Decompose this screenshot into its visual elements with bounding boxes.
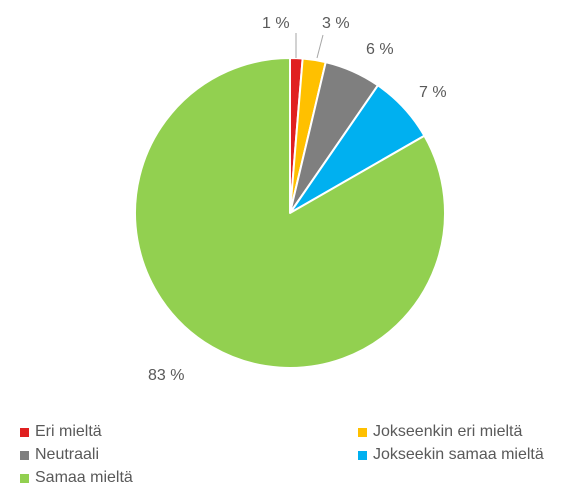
legend-swatch-neutraali: [20, 450, 29, 460]
pie-slice-samaa-mielta: [134, 57, 446, 369]
data-label-jokseenkin-eri-mielta: 3 %: [322, 15, 350, 32]
leader-line-jokseenkin-eri-mielta: [316, 34, 324, 59]
legend-item-neutraali: Neutraali: [20, 445, 99, 465]
legend-label-samaa-mielta: Samaa mieltä: [35, 469, 133, 486]
legend-swatch-jokseekin-samaa-mielta: [358, 450, 367, 460]
data-label-eri-mielta: 1 %: [262, 15, 290, 32]
chart-legend: Eri mieltä Jokseenkin eri mieltä Neutraa…: [0, 418, 578, 491]
legend-swatch-eri-mielta: [20, 427, 29, 437]
legend-item-eri-mielta: Eri mieltä: [20, 422, 102, 442]
legend-item-samaa-mielta: Samaa mieltä: [20, 468, 133, 488]
legend-item-jokseekin-samaa-mielta: Jokseekin samaa mieltä: [358, 445, 544, 465]
legend-swatch-samaa-mielta: [20, 473, 29, 483]
legend-label-eri-mielta: Eri mieltä: [35, 423, 102, 440]
legend-item-jokseenkin-eri-mielta: Jokseenkin eri mieltä: [358, 422, 522, 442]
legend-swatch-jokseenkin-eri-mielta: [358, 427, 367, 437]
data-label-neutraali: 6 %: [366, 41, 394, 58]
legend-label-jokseekin-samaa-mielta: Jokseekin samaa mieltä: [373, 446, 544, 463]
pie-chart: 1 % 3 % 6 % 7 % 83 %: [134, 15, 447, 384]
legend-label-neutraali: Neutraali: [35, 446, 100, 463]
legend-label-jokseenkin-eri-mielta: Jokseenkin eri mieltä: [373, 423, 523, 440]
data-label-jokseekin-samaa-mielta: 7 %: [419, 84, 447, 101]
pie-chart-svg: 1 % 3 % 6 % 7 % 83 %: [134, 15, 447, 384]
data-label-samaa-mielta: 83 %: [148, 367, 184, 384]
